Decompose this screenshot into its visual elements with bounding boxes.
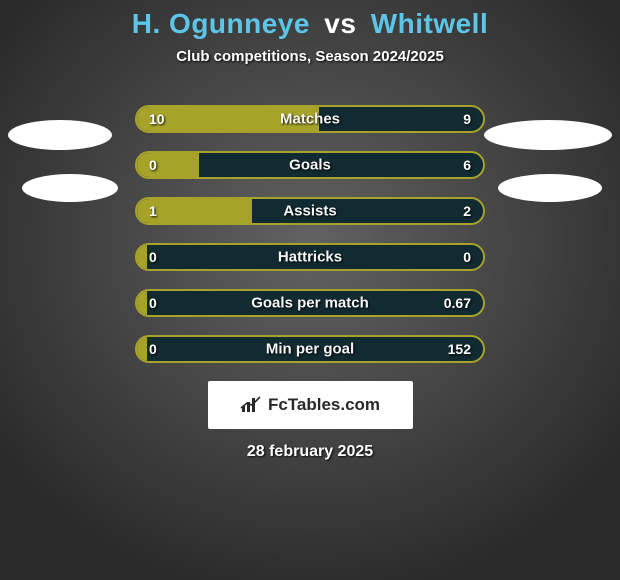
stat-row: 1 2 Assists — [135, 197, 485, 225]
vs-separator: vs — [324, 8, 356, 39]
stat-value-left: 10 — [149, 111, 165, 127]
logo-text: FcTables.com — [268, 395, 380, 415]
team-badge — [8, 120, 112, 150]
subtitle: Club competitions, Season 2024/2025 — [0, 48, 620, 65]
chart-icon — [240, 396, 262, 414]
stat-value-left: 0 — [149, 249, 157, 265]
stat-value-left: 1 — [149, 203, 157, 219]
team-badge — [22, 174, 118, 202]
stat-row: 0 0 Hattricks — [135, 243, 485, 271]
stat-value-right: 9 — [463, 111, 471, 127]
stat-fill-left — [137, 245, 147, 269]
stat-fill-left — [137, 291, 147, 315]
stat-fill-right — [319, 107, 483, 131]
stat-row: 10 9 Matches — [135, 105, 485, 133]
stat-value-right: 152 — [448, 341, 471, 357]
stat-bars: 10 9 Matches 0 6 Goals 1 2 Assists 0 0 Hattricks 0 0.… — [135, 105, 485, 363]
stat-label: Hattricks — [278, 249, 342, 266]
team-badge — [484, 120, 612, 150]
stat-value-left: 0 — [149, 341, 157, 357]
stat-fill-left — [137, 337, 147, 361]
stat-value-right: 2 — [463, 203, 471, 219]
stat-value-left: 0 — [149, 157, 157, 173]
stat-fill-left — [137, 153, 199, 177]
stat-row: 0 152 Min per goal — [135, 335, 485, 363]
stat-value-right: 0.67 — [444, 295, 471, 311]
stat-label: Goals per match — [251, 295, 369, 312]
stat-row: 0 6 Goals — [135, 151, 485, 179]
stat-fill-right — [473, 245, 483, 269]
stat-label: Matches — [280, 111, 340, 128]
fctables-logo: FcTables.com — [208, 381, 413, 429]
stat-label: Goals — [289, 157, 331, 174]
player2-name: Whitwell — [371, 8, 489, 39]
stat-row: 0 0.67 Goals per match — [135, 289, 485, 317]
stat-fill-right — [199, 153, 483, 177]
stat-value-left: 0 — [149, 295, 157, 311]
stat-value-right: 0 — [463, 249, 471, 265]
comparison-title: H. Ogunneye vs Whitwell — [0, 8, 620, 40]
stat-value-right: 6 — [463, 157, 471, 173]
date-label: 28 february 2025 — [0, 443, 620, 461]
team-badge — [498, 174, 602, 202]
player1-name: H. Ogunneye — [132, 8, 310, 39]
stat-label: Assists — [283, 203, 336, 220]
stat-label: Min per goal — [266, 341, 354, 358]
